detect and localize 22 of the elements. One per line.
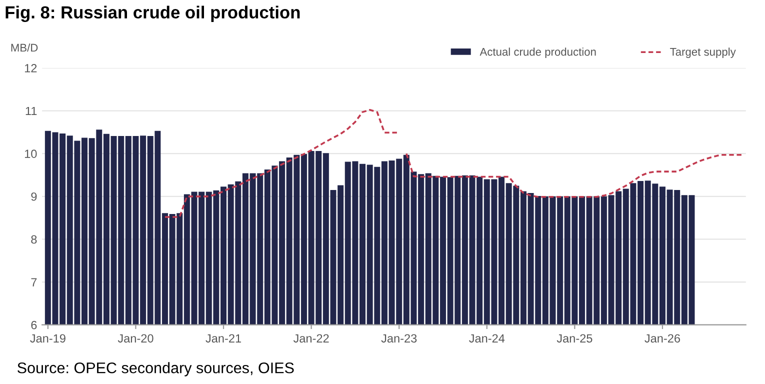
x-tick-label: Jan-19 (30, 334, 66, 343)
line-series (164, 109, 400, 218)
y-tick-label: 6 (31, 320, 37, 330)
x-tick-label: Jan-20 (118, 334, 154, 343)
legend-label: Target supply (670, 48, 736, 58)
y-axis-title: MB/D (11, 43, 38, 52)
source-note: Source: OPEC secondary sources, OIES (18, 362, 294, 376)
legend-label: Actual crude production (480, 48, 596, 58)
y-tick-label: 10 (24, 150, 37, 158)
x-tick-label: Jan-22 (293, 334, 329, 343)
x-tick-label: Jan-24 (469, 334, 505, 343)
line-series (406, 152, 744, 198)
y-tick-label: 12 (24, 64, 37, 72)
y-tick-label: 8 (31, 235, 37, 244)
y-tick-label: 11 (26, 106, 37, 116)
x-tick-label: Jan-25 (556, 334, 592, 343)
x-tick-label: Jan-23 (381, 334, 417, 343)
x-tick-label: Jan-21 (206, 334, 241, 343)
y-tick-label: 9 (31, 192, 37, 201)
chart-title: Fig. 8: Russian crude oil production (6, 6, 300, 22)
y-tick-label: 7 (31, 278, 37, 286)
x-tick-label: Jan-26 (644, 334, 680, 343)
